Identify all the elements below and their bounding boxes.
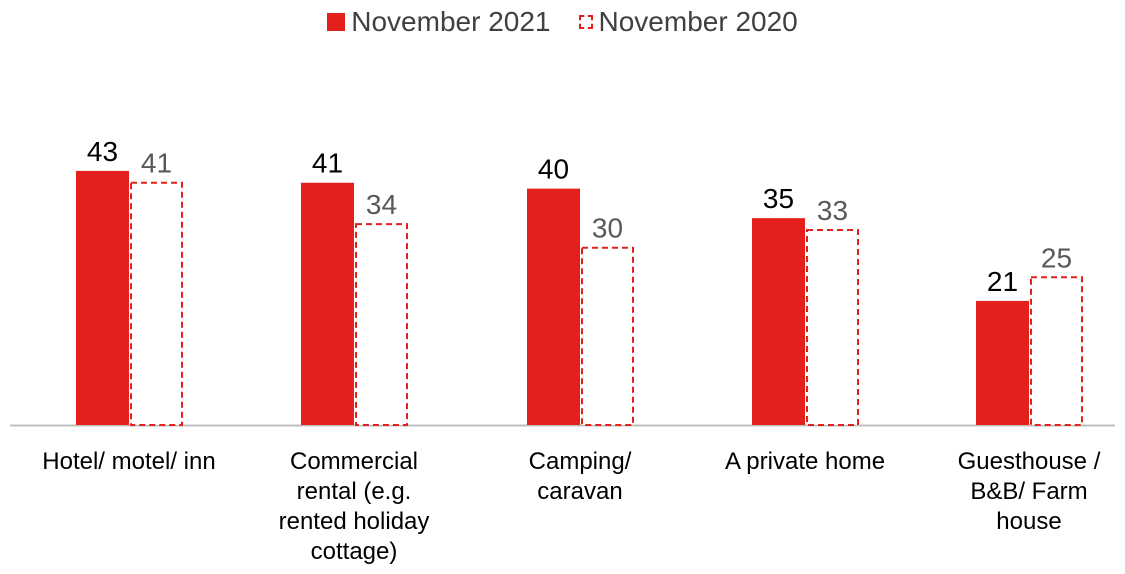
bar-2020-3 [806,229,859,426]
bar-2020-0 [130,181,183,426]
category-label-line: B&B/ Farm [970,478,1088,505]
data-label-2021-1: 41 [312,148,343,179]
bar-2020-1 [355,223,408,426]
category-label-line: Hotel/ motel/ inn [42,448,216,475]
legend-item-2021: November 2021 [327,6,551,38]
category-label-line: house [996,508,1062,535]
data-label-2020-2: 30 [592,213,623,244]
bar-2021-3 [752,218,805,425]
legend-label-2021: November 2021 [351,6,551,37]
legend-swatch-2021 [327,13,346,31]
category-label-0: Hotel/ motel/ inn [19,447,239,477]
data-label-2020-4: 25 [1041,242,1072,273]
data-label-2020-1: 34 [366,189,397,220]
bar-2021-1 [301,182,354,425]
category-label-2: Camping/caravan [470,447,690,507]
category-label-3: A private home [695,447,915,477]
category-label-line: caravan [537,478,623,505]
category-label-line: rental (e.g. [296,478,412,505]
category-label-4: Guesthouse / B&B/ Farm house [919,447,1125,537]
category-label-line: cottage) [310,538,398,565]
legend-label-2020: November 2020 [598,6,798,37]
data-label-2021-3: 35 [763,183,794,214]
bar-2020-4 [1030,276,1083,427]
legend-item-2020: November 2020 [578,6,798,38]
bar-2020-2 [581,246,634,426]
category-label-line: A private home [724,448,886,475]
category-label-line: Commercial [289,448,418,475]
category-label-line: Camping/ [528,448,632,475]
category-label-line: Guesthouse / [957,448,1101,475]
legend-swatch-2020 [578,15,593,29]
legend: November 2021 November 2020 [0,6,1125,38]
bar-2021-4 [976,300,1029,425]
data-label-2020-3: 33 [817,195,848,226]
data-label-2021-4: 21 [987,266,1018,297]
category-label-1: Commercial rental (e.g. rented holiday cott… [244,447,464,567]
category-label-line: rented holiday [278,508,430,535]
data-label-2021-0: 43 [87,136,118,167]
data-label-2021-2: 40 [538,154,569,185]
data-label-2020-0: 41 [141,148,172,179]
bar-2021-0 [76,170,129,425]
bar-2021-2 [527,188,580,425]
